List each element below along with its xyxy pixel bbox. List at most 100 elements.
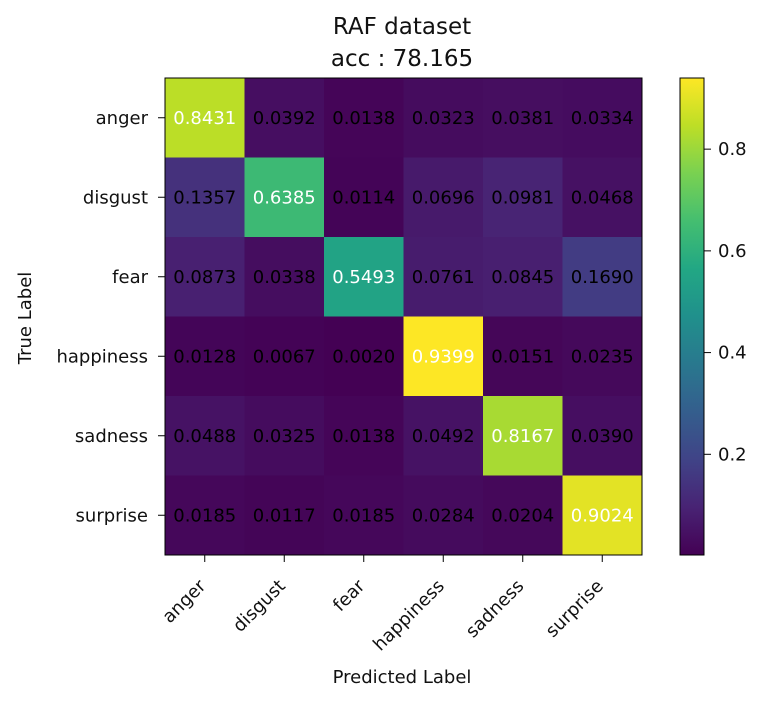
- heatmap-cell: [403, 396, 483, 476]
- heatmap-cell-label: 0.1690: [571, 267, 634, 288]
- y-tick-label: surprise: [76, 505, 148, 526]
- heatmap-cell: [483, 475, 563, 555]
- heatmap-cell: [483, 237, 563, 317]
- x-axis-label: Predicted Label: [333, 667, 472, 688]
- heatmap-cell: [403, 316, 483, 396]
- y-tick-label: fear: [112, 267, 148, 288]
- heatmap-cell: [244, 396, 324, 476]
- chart-title-line-1: RAF dataset: [333, 14, 471, 40]
- heatmap-cell: [244, 157, 324, 237]
- x-axis: anger disgust fear happiness sadness surprise: [158, 555, 608, 656]
- heatmap-cell-label: 0.0323: [412, 108, 475, 129]
- heatmap-cell: [562, 78, 642, 158]
- y-tick-label: happiness: [56, 346, 148, 367]
- heatmap-cell: [483, 78, 563, 158]
- heatmap-cell-label: 0.0338: [253, 267, 316, 288]
- heatmap-cell: [562, 237, 642, 317]
- y-axis: anger disgust fear happiness sadness surprise: [56, 108, 165, 526]
- x-tick-label: surprise: [542, 576, 608, 642]
- heatmap-cell: [165, 157, 245, 237]
- heatmap-cell-label: 0.0284: [412, 505, 475, 526]
- heatmap-cell: [324, 157, 404, 237]
- heatmap-cell: [403, 475, 483, 555]
- heatmap-cell: [483, 316, 563, 396]
- heatmap-cell-label: 0.1357: [173, 187, 236, 208]
- colorbar-tick-label: 0.8: [718, 139, 747, 160]
- y-tick-label: sadness: [75, 426, 148, 447]
- heatmap-cell: [244, 237, 324, 317]
- heatmap-cell-label: 0.0845: [491, 267, 554, 288]
- heatmap-cell-label: 0.0151: [491, 346, 554, 367]
- heatmap-cell: [165, 475, 245, 555]
- heatmap-cell: [165, 396, 245, 476]
- heatmap-cell: [324, 237, 404, 317]
- heatmap-cell: [403, 157, 483, 237]
- y-tick-label: disgust: [83, 187, 148, 208]
- heatmap-cell: [244, 475, 324, 555]
- heatmap-cell-label: 0.0138: [332, 108, 395, 129]
- heatmap-cell: [324, 78, 404, 158]
- heatmap-cell-label: 0.0381: [491, 108, 554, 129]
- heatmap-cell-label: 0.0873: [173, 267, 236, 288]
- heatmap-cell-label: 0.9399: [412, 346, 475, 367]
- heatmap-cell-label: 0.0390: [571, 426, 634, 447]
- heatmap-cell-label: 0.0696: [412, 187, 475, 208]
- heatmap-cell-label: 0.0020: [332, 346, 395, 367]
- heatmap-cell-label: 0.0392: [253, 108, 316, 129]
- plot-border: [164, 77, 643, 556]
- heatmap-cell-label: 0.0468: [571, 187, 634, 208]
- heatmap-cell: [562, 396, 642, 476]
- y-tick-label: anger: [96, 108, 149, 129]
- heatmap-cell-label: 0.0235: [571, 346, 634, 367]
- heatmap-cell-label: 0.9024: [571, 505, 634, 526]
- colorbar-gradient: [679, 77, 705, 556]
- heatmap-cell: [562, 157, 642, 237]
- x-tick-label: disgust: [229, 576, 290, 637]
- x-tick-label: anger: [158, 575, 210, 627]
- heatmap-cell-label: 0.6385: [253, 187, 316, 208]
- heatmap-cell: [324, 316, 404, 396]
- heatmap-cell: [403, 78, 483, 158]
- heatmap-cell: [483, 396, 563, 476]
- heatmap-cell-label: 0.0117: [253, 505, 316, 526]
- heatmap-cell-label: 0.5493: [332, 267, 395, 288]
- heatmap-cell: [324, 475, 404, 555]
- heatmap-cell-label: 0.0761: [412, 267, 475, 288]
- colorbar-tick-label: 0.2: [718, 444, 747, 465]
- colorbar: 0.2 0.4 0.6 0.8: [679, 77, 747, 556]
- x-tick-label: sadness: [462, 576, 529, 643]
- heatmap-cell: [165, 316, 245, 396]
- heatmap-cell: [562, 475, 642, 555]
- heatmap-cell-label: 0.0185: [332, 505, 395, 526]
- colorbar-tick-label: 0.6: [718, 241, 747, 262]
- x-tick-label: fear: [329, 575, 370, 616]
- heatmap-cell-label: 0.0114: [332, 187, 395, 208]
- heatmap-cell-label: 0.0185: [173, 505, 236, 526]
- heatmap-cell: [483, 157, 563, 237]
- heatmap-cell-label: 0.0067: [253, 346, 316, 367]
- heatmap-cell: [165, 78, 245, 158]
- heatmap-cell-label: 0.8167: [491, 426, 554, 447]
- heatmap-cell-label: 0.0138: [332, 426, 395, 447]
- x-tick-label: happiness: [369, 576, 449, 656]
- y-axis-label: True Label: [15, 272, 36, 366]
- heatmap-grid: 0.8431 0.0392 0.0138 0.0323 0.0381 0.0334 0.13…: [164, 77, 643, 556]
- heatmap-cell-label: 0.0492: [412, 426, 475, 447]
- chart-title: RAF dataset acc : 78.165: [331, 14, 473, 72]
- heatmap-cell: [562, 316, 642, 396]
- heatmap-cell-label: 0.0488: [173, 426, 236, 447]
- heatmap-cell-label: 0.0334: [571, 108, 634, 129]
- heatmap-cell-label: 0.8431: [173, 108, 236, 129]
- heatmap-cell: [244, 78, 324, 158]
- heatmap-cell-label: 0.0325: [253, 426, 316, 447]
- chart-title-line-2: acc : 78.165: [331, 46, 473, 72]
- heatmap-cell: [403, 237, 483, 317]
- heatmap-cell-label: 0.0128: [173, 346, 236, 367]
- heatmap-cell: [165, 237, 245, 317]
- heatmap-cell: [244, 316, 324, 396]
- heatmap-cell: [324, 396, 404, 476]
- heatmap-cell-label: 0.0204: [491, 505, 554, 526]
- colorbar-tick-label: 0.4: [718, 343, 747, 364]
